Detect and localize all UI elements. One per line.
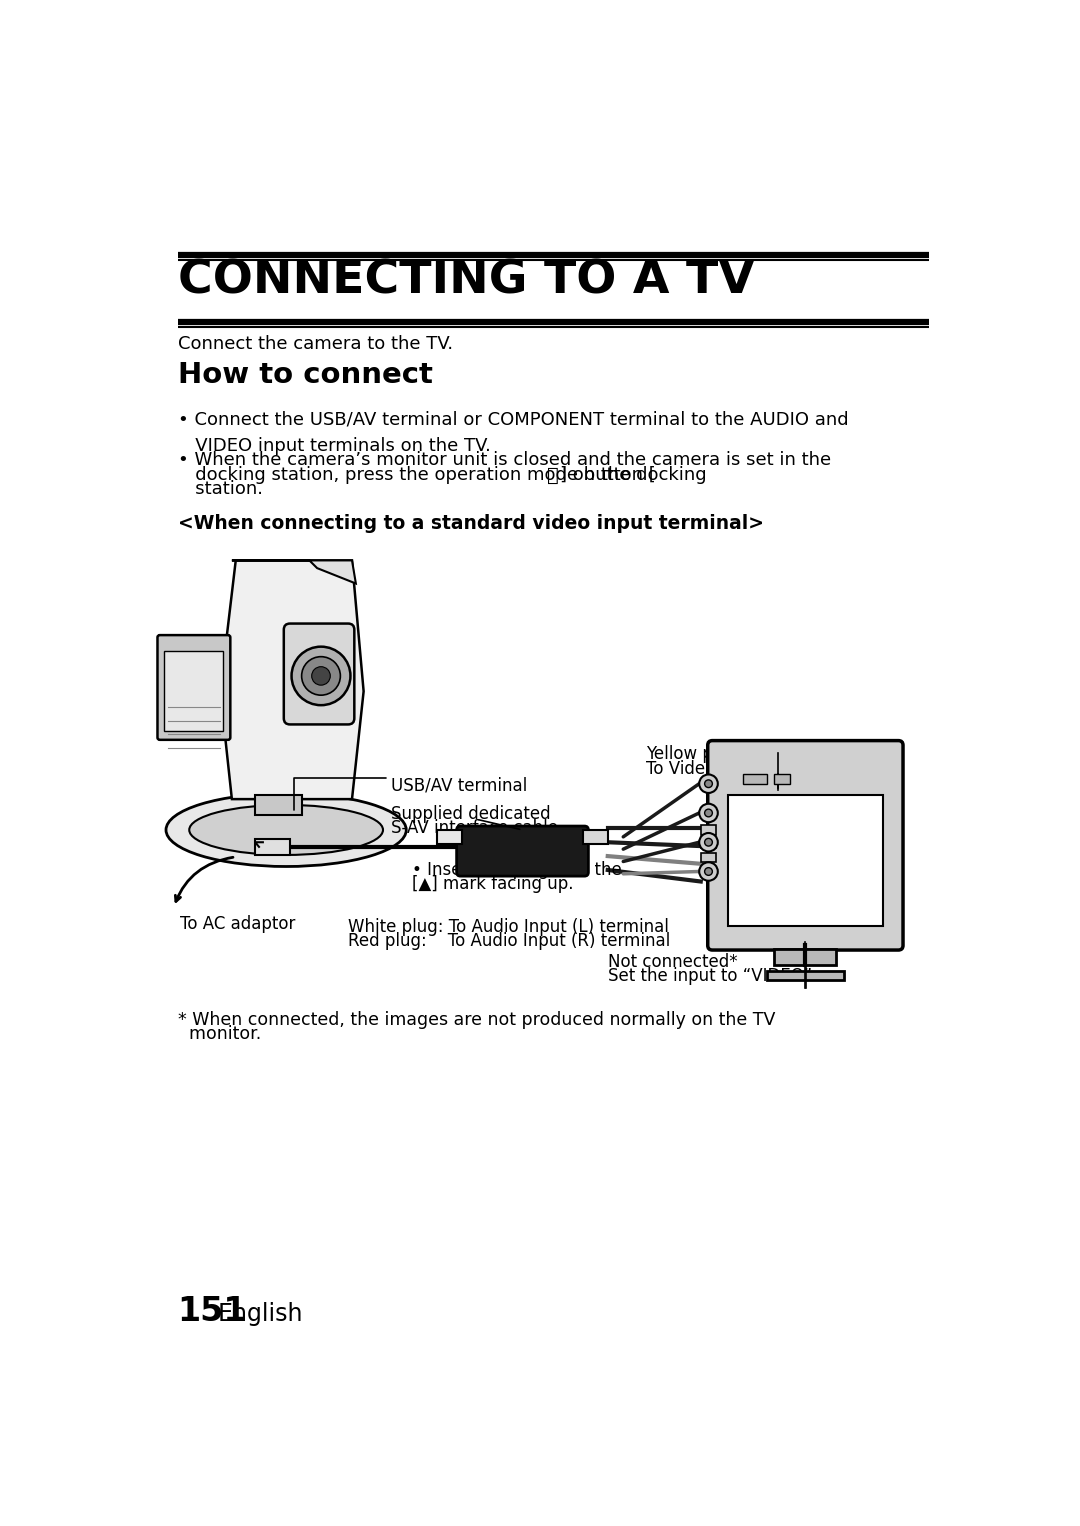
- FancyBboxPatch shape: [284, 624, 354, 725]
- Circle shape: [312, 667, 330, 685]
- Text: station.: station.: [177, 481, 262, 499]
- Text: • Insert the plug with the: • Insert the plug with the: [413, 861, 622, 879]
- Bar: [701, 853, 716, 862]
- Circle shape: [699, 775, 718, 794]
- Text: White plug: To Audio Input (L) terminal: White plug: To Audio Input (L) terminal: [348, 919, 669, 937]
- Text: [▲] mark facing up.: [▲] mark facing up.: [413, 874, 573, 893]
- Text: • When the camera’s monitor unit is closed and the camera is set in the: • When the camera’s monitor unit is clos…: [177, 452, 831, 468]
- Circle shape: [699, 804, 718, 823]
- Text: ⓘ: ⓘ: [548, 465, 559, 485]
- Circle shape: [699, 862, 718, 881]
- FancyBboxPatch shape: [457, 826, 589, 876]
- Circle shape: [292, 647, 350, 705]
- Circle shape: [704, 868, 713, 876]
- Ellipse shape: [189, 804, 383, 855]
- Bar: [728, 795, 882, 926]
- Bar: [164, 650, 224, 731]
- FancyBboxPatch shape: [158, 635, 230, 740]
- Bar: [701, 867, 716, 876]
- Text: * When connected, the images are not produced normally on the TV: * When connected, the images are not pro…: [177, 1010, 775, 1029]
- Text: 151: 151: [177, 1296, 247, 1328]
- Text: <When connecting to a standard video input terminal>: <When connecting to a standard video inp…: [177, 514, 764, 533]
- Bar: [767, 971, 845, 980]
- Bar: [701, 839, 716, 848]
- Text: Supplied dedicated: Supplied dedicated: [391, 806, 551, 824]
- Bar: [774, 775, 789, 784]
- Circle shape: [301, 656, 340, 696]
- Text: Red plug:    To Audio Input (R) terminal: Red plug: To Audio Input (R) terminal: [348, 932, 671, 951]
- Circle shape: [704, 838, 713, 845]
- Text: S-AV interface cable: S-AV interface cable: [391, 819, 557, 838]
- Circle shape: [699, 833, 718, 852]
- Bar: [255, 795, 301, 815]
- Text: To AC adaptor: To AC adaptor: [180, 914, 295, 932]
- Text: docking station, press the operation mode button [: docking station, press the operation mod…: [177, 465, 656, 484]
- Polygon shape: [220, 560, 364, 800]
- Bar: [701, 826, 716, 835]
- Circle shape: [704, 809, 713, 816]
- Circle shape: [704, 780, 713, 787]
- Text: Set the input to “VIDEO”.: Set the input to “VIDEO”.: [608, 967, 818, 984]
- Bar: [255, 839, 291, 855]
- Text: USB/AV terminal: USB/AV terminal: [391, 777, 527, 794]
- Polygon shape: [232, 560, 356, 583]
- Text: English: English: [218, 1302, 303, 1326]
- Bar: [437, 830, 462, 844]
- Text: ] on the docking: ] on the docking: [561, 465, 707, 484]
- Text: Not connected*: Not connected*: [608, 954, 738, 971]
- Bar: [583, 830, 608, 844]
- FancyBboxPatch shape: [707, 740, 903, 951]
- Bar: [743, 775, 767, 784]
- Bar: [774, 949, 836, 964]
- Text: How to connect: How to connect: [177, 362, 432, 389]
- Ellipse shape: [166, 794, 406, 867]
- Text: CONNECTING TO A TV: CONNECTING TO A TV: [177, 258, 755, 304]
- Text: monitor.: monitor.: [177, 1025, 261, 1042]
- Text: • Connect the USB/AV terminal or COMPONENT terminal to the AUDIO and
   VIDEO in: • Connect the USB/AV terminal or COMPONE…: [177, 410, 848, 455]
- Text: To Video Input terminal: To Video Input terminal: [647, 760, 839, 778]
- Text: Yellow plug:: Yellow plug:: [647, 745, 745, 763]
- Text: Connect the camera to the TV.: Connect the camera to the TV.: [177, 334, 453, 353]
